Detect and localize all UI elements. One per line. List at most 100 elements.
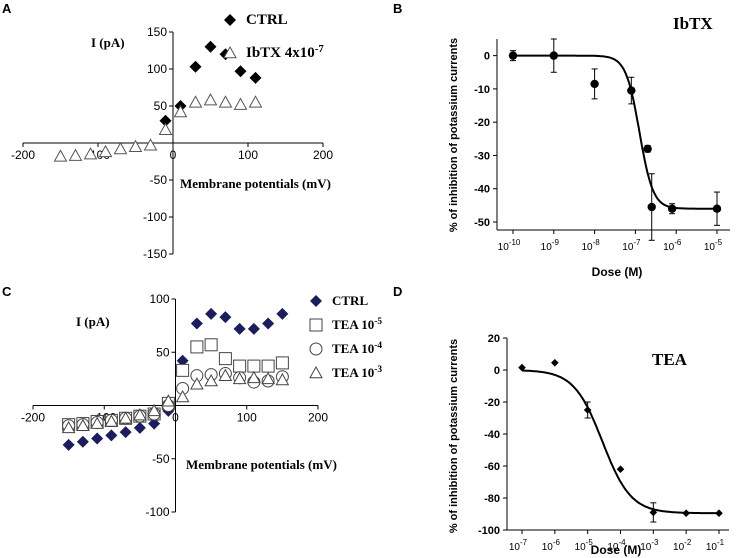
y-tick-label: -50 (152, 452, 170, 466)
open-triangle-point (83, 147, 98, 160)
y-tick-label: 50 (154, 99, 168, 113)
open-triangle-point (53, 149, 68, 162)
x-tick-label: 200 (308, 411, 328, 425)
chart-title: TEA (652, 350, 688, 369)
filled-diamond-point (233, 322, 246, 335)
y-axis-label: % of inhibition of potassium currents (448, 38, 460, 232)
data-point (682, 509, 690, 517)
filled-diamond-point (62, 438, 75, 451)
x-tick-label: 10-7 (622, 238, 641, 253)
filled-diamond-point (133, 421, 146, 434)
legend-marker (309, 318, 323, 332)
open-square-point (218, 352, 232, 366)
x-tick-label: 100 (238, 148, 258, 162)
y-tick-label: -100 (145, 505, 169, 519)
open-triangle-point (188, 95, 203, 108)
x-axis-label: Dose (M) (591, 543, 642, 557)
open-triangle-point (143, 138, 158, 151)
data-point (647, 202, 656, 212)
y-axis-label: I (pA) (91, 35, 125, 50)
open-square-point (261, 359, 275, 373)
data-point (583, 406, 592, 414)
legend-label-sup: -5 (374, 317, 382, 327)
y-tick-label: -30 (474, 150, 490, 162)
x-tick-exponent: -6 (674, 238, 682, 247)
filled-diamond-point (76, 435, 89, 448)
open-square-point (190, 340, 204, 354)
y-tick-label: -50 (150, 173, 168, 187)
legend-label-base: IbTX 4x10 (246, 45, 315, 61)
x-tick-base: 10 (509, 542, 521, 553)
x-tick-label: 200 (313, 148, 333, 162)
filled-diamond-point (189, 60, 202, 73)
open-triangle-point (248, 95, 263, 108)
x-tick-label: 10-5 (704, 238, 723, 253)
x-tick-label: 0 (172, 411, 179, 425)
y-axis-label: I (pA) (76, 314, 110, 329)
y-tick-label: -50 (474, 217, 490, 229)
x-tick-label: 10-7 (509, 538, 528, 553)
x-tick-label: 10-2 (673, 538, 692, 553)
data-point (518, 363, 526, 372)
x-tick-exponent: -7 (633, 238, 641, 247)
x-tick-exponent: -4 (619, 538, 627, 547)
x-tick-label: 10-1 (706, 538, 725, 553)
open-triangle-point (113, 141, 128, 155)
x-tick-exponent: -2 (684, 538, 692, 547)
open-square-point (275, 356, 289, 370)
filled-diamond-point (276, 307, 289, 320)
x-tick-base: 10 (581, 242, 593, 253)
filled-diamond-point (190, 317, 203, 330)
x-axis-label: Dose (M) (592, 265, 643, 279)
data-point (712, 204, 722, 213)
x-tick-base: 10 (663, 242, 675, 253)
data-point (643, 144, 652, 153)
data-point (508, 51, 518, 60)
open-triangle-point (261, 371, 275, 385)
x-tick-exponent: -10 (509, 238, 521, 247)
x-tick-base: 10 (673, 542, 685, 553)
panel-label-d: D (393, 284, 402, 299)
x-tick-base: 10 (607, 542, 619, 553)
filled-diamond-point (247, 322, 260, 335)
filled-diamond-point (105, 429, 118, 442)
x-tick-base: 10 (706, 542, 718, 553)
x-axis-label: Membrane potentials (mV) (180, 176, 331, 191)
y-tick-label: 0 (484, 51, 490, 63)
y-tick-label: 150 (147, 25, 167, 39)
legend-label: IbTX 4x10-7 (246, 43, 324, 61)
filled-diamond-point (148, 417, 161, 430)
legend-marker (309, 365, 323, 379)
legend-marker (223, 45, 237, 59)
x-tick-base: 10 (498, 242, 510, 253)
open-square-point (176, 363, 190, 377)
filled-diamond-point (176, 354, 189, 367)
y-tick-label: 100 (149, 292, 169, 306)
open-triangle-point (118, 411, 133, 424)
open-triangle-point (104, 414, 119, 427)
y-tick-label: -100 (478, 525, 500, 537)
x-tick-label: 10-6 (542, 538, 561, 553)
x-tick-exponent: -5 (586, 538, 594, 547)
y-tick-label: -20 (484, 397, 500, 409)
legend-label: TEA 10-3 (332, 365, 382, 380)
y-tick-label: 50 (156, 345, 170, 359)
open-triangle-point (190, 377, 204, 390)
panel-label-b: B (393, 1, 402, 16)
panel-label-c: C (2, 284, 12, 299)
filled-diamond-point (119, 426, 132, 439)
legend-marker (224, 14, 236, 26)
x-tick-base: 10 (575, 542, 587, 553)
legend-label: CTRL (332, 293, 368, 308)
open-triangle-point (218, 368, 233, 381)
open-square-point (204, 338, 218, 352)
y-tick-label: 100 (147, 62, 167, 76)
legend-label-base: TEA 10 (332, 365, 374, 380)
open-triangle-point (233, 97, 248, 110)
open-square-point (233, 359, 247, 373)
open-triangle-point (147, 403, 161, 417)
open-triangle-point (128, 139, 143, 152)
open-triangle-point (175, 389, 190, 403)
